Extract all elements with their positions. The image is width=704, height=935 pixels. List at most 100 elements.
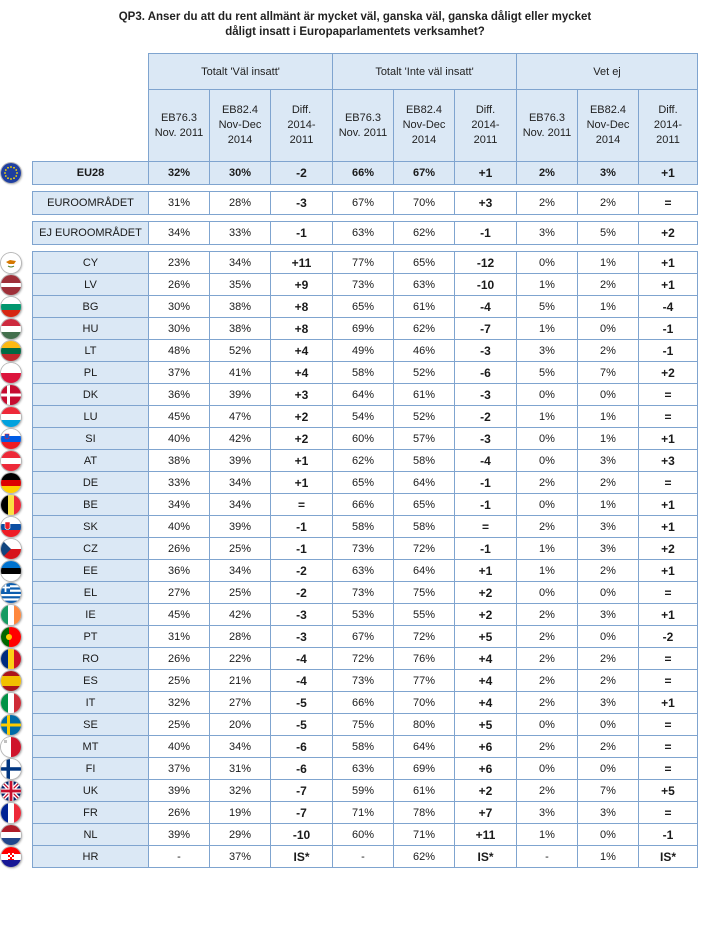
country-row: ES 25% 21% -4 73% 77% +4 2% 2% = (32, 669, 698, 692)
value-cell: 2% (516, 669, 578, 692)
diff-cell: +4 (454, 669, 517, 692)
value-cell: 65% (393, 251, 455, 274)
diff-cell: -2 (270, 581, 333, 604)
diff-cell: -1 (270, 515, 333, 538)
value-cell: 63% (332, 221, 394, 245)
diff-cell: -12 (454, 251, 517, 274)
diff-cell: +2 (270, 405, 333, 428)
diff-cell: +2 (638, 221, 698, 245)
value-cell: 0% (516, 251, 578, 274)
country-row: HU 30% 38% +8 69% 62% -7 1% 0% -1 (32, 317, 698, 340)
lu-flag-icon (1, 406, 21, 427)
hr-flag-icon (1, 846, 21, 867)
subheader-6: EB76.3 Nov. 2011 (516, 89, 578, 162)
diff-cell: -1 (454, 221, 517, 245)
value-cell: 40% (148, 735, 210, 758)
value-cell: 69% (332, 317, 394, 340)
value-cell: 1% (577, 251, 639, 274)
value-cell: 73% (332, 537, 394, 560)
value-cell: 1% (516, 273, 578, 296)
value-cell: 52% (209, 339, 271, 362)
value-cell: 26% (148, 273, 210, 296)
uk-flag-icon (1, 780, 21, 801)
se-flag-icon (1, 714, 21, 735)
diff-cell: +8 (270, 317, 333, 340)
eu-flag-icon (1, 163, 21, 183)
diff-cell: -1 (270, 537, 333, 560)
value-cell: 27% (209, 691, 271, 714)
diff-cell: -10 (454, 273, 517, 296)
diff-cell: +9 (270, 273, 333, 296)
value-cell: 2% (516, 735, 578, 758)
value-cell: 19% (209, 801, 271, 824)
diff-cell: +6 (454, 757, 517, 780)
de-flag-icon (1, 472, 21, 493)
value-cell: 0% (516, 383, 578, 406)
title-line-2: dåligt insatt i Europaparlamentets verks… (225, 26, 485, 38)
value-cell: 58% (332, 361, 394, 384)
value-cell: 62% (393, 845, 455, 868)
value-cell: 46% (393, 339, 455, 362)
diff-cell: +1 (638, 251, 698, 274)
country-row: EL 27% 25% -2 73% 75% +2 0% 0% = (32, 581, 698, 604)
row-label: PT (32, 625, 149, 648)
value-cell: 5% (516, 295, 578, 318)
row-label: BE (32, 493, 149, 516)
subheader-line: 2014 (227, 134, 253, 146)
row-label: SE (32, 713, 149, 736)
diff-cell: -6 (454, 361, 517, 384)
diff-cell: -4 (270, 669, 333, 692)
diff-cell: = (638, 383, 698, 406)
diff-cell: +3 (638, 449, 698, 472)
row-label: EUROOMRÅDET (32, 191, 149, 215)
diff-cell: +1 (638, 603, 698, 626)
value-cell: 2% (516, 191, 578, 215)
value-cell: 38% (209, 317, 271, 340)
country-row: EE 36% 34% -2 63% 64% +1 1% 2% +1 (32, 559, 698, 582)
diff-cell: -7 (454, 317, 517, 340)
diff-cell: +1 (638, 493, 698, 516)
value-cell: 3% (577, 691, 639, 714)
value-cell: 77% (393, 669, 455, 692)
diff-cell: +7 (454, 801, 517, 824)
value-cell: 45% (148, 405, 210, 428)
diff-cell: +11 (454, 823, 517, 846)
aggregate-row: EJ EUROOMRÅDET 34% 33% -1 63% 62% -1 3% 5% +2 (32, 221, 698, 245)
row-label: SI (32, 427, 149, 450)
subheader-5: Diff. 2014- 2011 (454, 89, 517, 162)
page-title: QP3. Anser du att du rent allmänt är myc… (60, 10, 650, 40)
diff-cell: +2 (454, 581, 517, 604)
value-cell: 34% (148, 493, 210, 516)
value-cell: 2% (577, 735, 639, 758)
row-label: SK (32, 515, 149, 538)
value-cell: 63% (332, 559, 394, 582)
value-cell: 58% (332, 735, 394, 758)
diff-cell: +2 (454, 779, 517, 802)
value-cell: 32% (148, 691, 210, 714)
value-cell: 2% (577, 273, 639, 296)
value-cell: 2% (516, 691, 578, 714)
value-cell: 53% (332, 603, 394, 626)
value-cell: 64% (332, 383, 394, 406)
subheader-line: Diff. (475, 104, 496, 116)
value-cell: 3% (577, 801, 639, 824)
diff-cell: = (638, 471, 698, 494)
country-row: LT 48% 52% +4 49% 46% -3 3% 2% -1 (32, 339, 698, 362)
value-cell: 75% (332, 713, 394, 736)
value-cell: 52% (393, 361, 455, 384)
row-label: NL (32, 823, 149, 846)
value-cell: 2% (577, 647, 639, 670)
country-row: DK 36% 39% +3 64% 61% -3 0% 0% = (32, 383, 698, 406)
value-cell: 66% (332, 691, 394, 714)
value-cell: 33% (209, 221, 271, 245)
group-header-not-well-informed: Totalt 'Inte väl insatt' (332, 53, 517, 90)
value-cell: 73% (332, 669, 394, 692)
diff-cell: -7 (270, 779, 333, 802)
diff-cell: = (638, 713, 698, 736)
value-cell: 32% (148, 161, 210, 185)
value-cell: 0% (577, 383, 639, 406)
diff-cell: = (638, 647, 698, 670)
value-cell: 60% (332, 823, 394, 846)
value-cell: 34% (209, 493, 271, 516)
value-cell: 28% (209, 191, 271, 215)
